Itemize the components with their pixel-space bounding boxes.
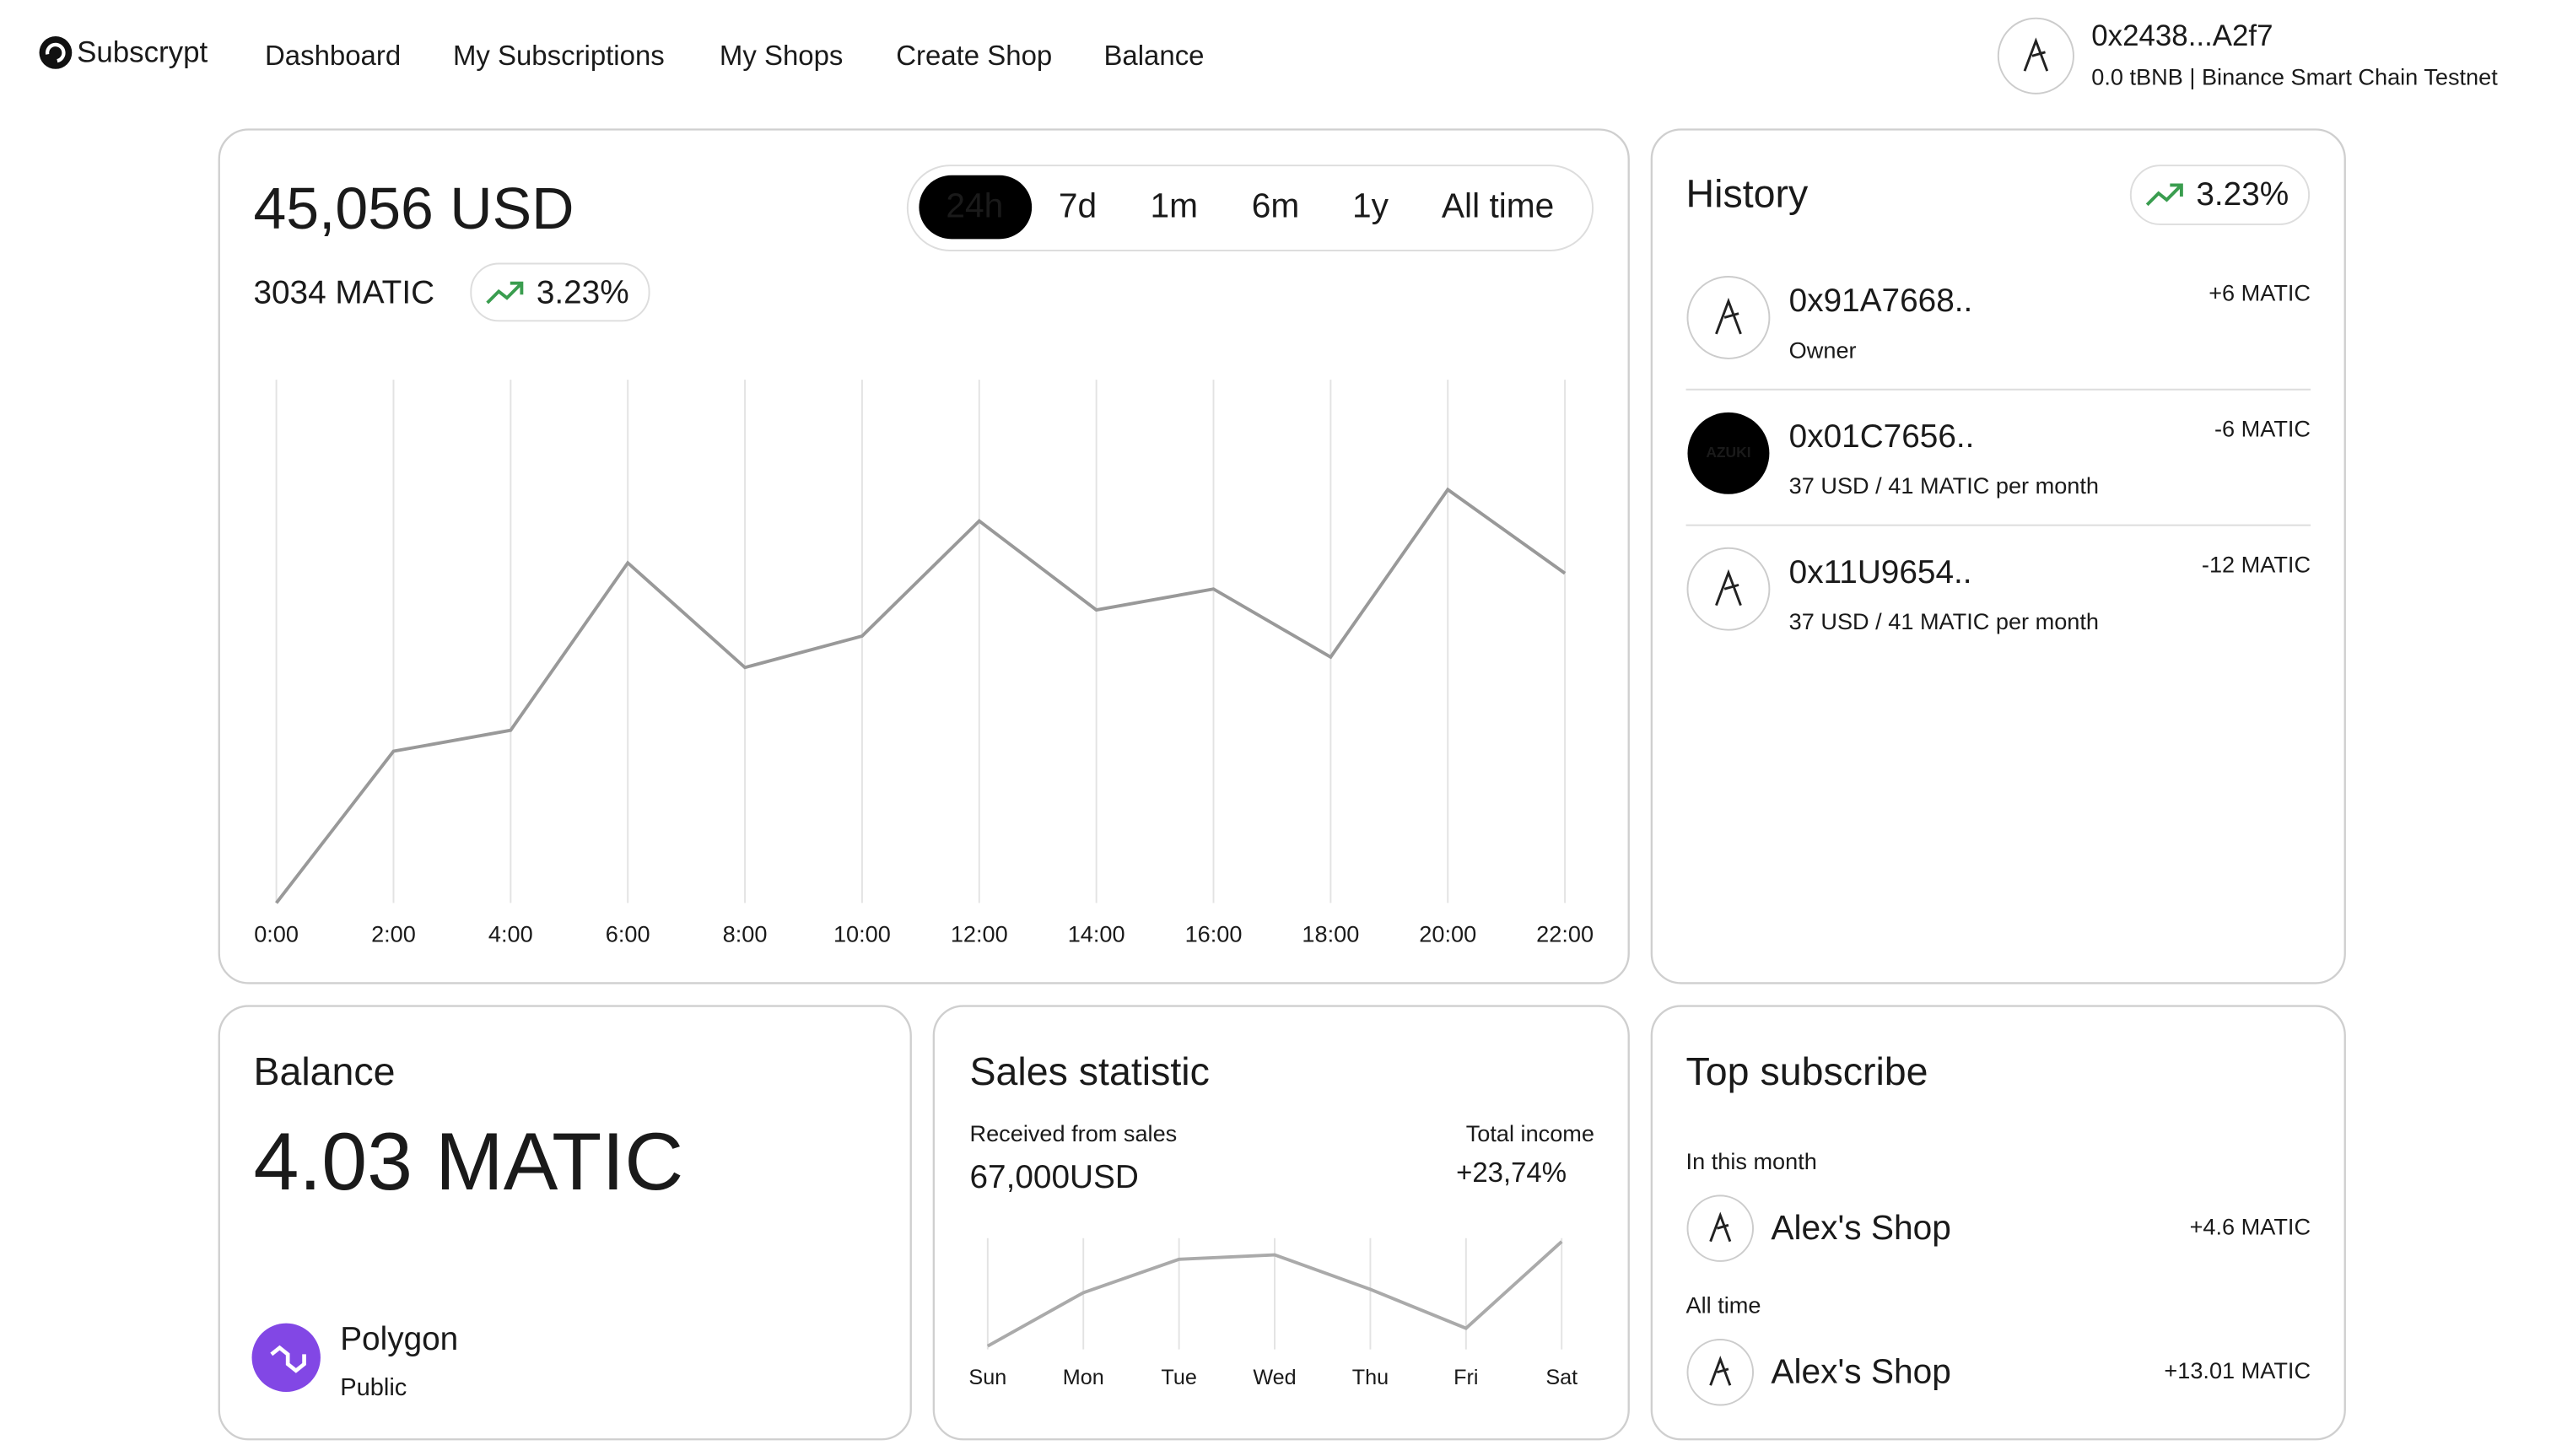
top-shop: Alex's Shop bbox=[1771, 1208, 1951, 1247]
history-amount: -12 MATIC bbox=[2202, 551, 2311, 577]
polygon-mark bbox=[270, 1345, 306, 1373]
x-tick-label: 8:00 bbox=[723, 920, 768, 946]
top-shop: Alex's Shop bbox=[1771, 1351, 1951, 1390]
sales-received-label: Received from sales bbox=[970, 1120, 1178, 1146]
top-label: In this month bbox=[1686, 1148, 1817, 1174]
change-pill bbox=[470, 262, 650, 322]
history-card bbox=[1650, 128, 2346, 984]
x-tick-label: 6:00 bbox=[606, 920, 650, 946]
range-option[interactable]: 6m bbox=[1252, 186, 1300, 224]
x-tick-label: Fri bbox=[1453, 1366, 1478, 1389]
history-change: 3.23% bbox=[2196, 176, 2289, 213]
line bbox=[275, 487, 1567, 904]
history-detail: 37 USD / 41 MATIC per month bbox=[1789, 472, 2099, 499]
top-amount: +13.01 MATIC bbox=[2164, 1357, 2311, 1383]
top-title: Top subscribe bbox=[1686, 1049, 1928, 1093]
x-tick-label: Wed bbox=[1253, 1366, 1296, 1389]
history-address: 0x91A7668.. bbox=[1789, 283, 1973, 319]
history-title: History bbox=[1686, 171, 1809, 215]
nav-link[interactable]: Create Shop bbox=[896, 40, 1052, 71]
history-amount: -6 MATIC bbox=[2214, 415, 2311, 441]
sales-income: +23,74% bbox=[1456, 1157, 1567, 1188]
range-option[interactable]: All time bbox=[1442, 186, 1554, 224]
x-tick-label: 0:00 bbox=[254, 920, 299, 946]
trend-icon bbox=[2145, 183, 2183, 207]
avatar bbox=[1687, 412, 1770, 494]
x-tick-label: 20:00 bbox=[1419, 920, 1476, 946]
line bbox=[986, 1240, 1563, 1348]
avatar-icon bbox=[1709, 1356, 1732, 1386]
avatar-icon bbox=[1709, 1211, 1732, 1243]
history-detail: 37 USD / 41 MATIC per month bbox=[1789, 608, 2099, 634]
balance-title: Balance bbox=[253, 1049, 395, 1093]
nav-link[interactable]: My Shops bbox=[720, 40, 843, 71]
sales-income-label: Total income bbox=[1466, 1120, 1594, 1146]
avatar-icon bbox=[2023, 37, 2049, 72]
x-tick-label: Sun bbox=[968, 1366, 1006, 1389]
x-tick-label: 14:00 bbox=[1068, 920, 1125, 946]
x-tick-label: 4:00 bbox=[488, 920, 533, 946]
history-address: 0x11U9654.. bbox=[1789, 554, 1972, 590]
nav-link[interactable]: Balance bbox=[1103, 40, 1204, 71]
balance-amount: 4.03 MATIC bbox=[253, 1115, 683, 1207]
wallet-address: 0x2438...A2f7 bbox=[2091, 19, 2273, 52]
x-tick-label: 16:00 bbox=[1185, 920, 1243, 946]
history-address: 0x01C7656.. bbox=[1789, 418, 1975, 455]
sales-card bbox=[932, 1005, 1630, 1441]
x-tick-label: 2:00 bbox=[371, 920, 416, 946]
x-tick-label: Sat bbox=[1545, 1366, 1578, 1389]
range-option[interactable]: 7d bbox=[1059, 186, 1097, 224]
logo-mark bbox=[45, 42, 66, 63]
brand: Subscrypt bbox=[77, 36, 208, 69]
matic: 3034 MATIC bbox=[253, 275, 434, 311]
nav-link[interactable]: Dashboard bbox=[265, 40, 401, 71]
sales-received: 67,000USD bbox=[970, 1159, 1139, 1195]
range-pill bbox=[906, 164, 1594, 251]
trend-icon bbox=[486, 281, 524, 305]
x-tick-label: 10:00 bbox=[833, 920, 891, 946]
range-option[interactable]: 1y bbox=[1352, 186, 1389, 224]
nav-link[interactable]: My Subscriptions bbox=[453, 40, 665, 71]
overview-card bbox=[218, 128, 1630, 984]
range-active bbox=[919, 175, 1033, 240]
balance-type: Public bbox=[340, 1374, 407, 1401]
wallet-network: 0.0 tBNB | Binance Smart Chain Testnet bbox=[2091, 64, 2498, 90]
x-tick-label: Tue bbox=[1161, 1366, 1196, 1389]
range-option[interactable]: 1m bbox=[1151, 186, 1199, 224]
balance-network: Polygon bbox=[340, 1321, 458, 1357]
balance-card bbox=[218, 1005, 912, 1441]
cards bbox=[218, 128, 2346, 1441]
range-option[interactable]: 24h bbox=[946, 186, 1003, 224]
avatar-icon bbox=[1715, 569, 1742, 607]
history-amount: +6 MATIC bbox=[2209, 279, 2311, 305]
x-tick-label: 18:00 bbox=[1302, 920, 1359, 946]
x-tick-label: 12:00 bbox=[951, 920, 1008, 946]
avatar-logo: AZUKI bbox=[1706, 444, 1750, 461]
history-detail: Owner bbox=[1789, 337, 1857, 363]
change: 3.23% bbox=[537, 275, 629, 311]
top-label: All time bbox=[1686, 1292, 1761, 1318]
avatar-icon bbox=[1715, 297, 1742, 335]
top-card bbox=[1650, 1005, 2346, 1441]
top-amount: +4.6 MATIC bbox=[2190, 1213, 2311, 1239]
logo bbox=[39, 36, 73, 69]
sales-title: Sales statistic bbox=[970, 1049, 1210, 1093]
x-tick-label: 22:00 bbox=[1536, 920, 1594, 946]
x-tick-label: Mon bbox=[1063, 1366, 1104, 1389]
change-pill bbox=[2129, 164, 2311, 225]
x-tick-label: Thu bbox=[1352, 1366, 1389, 1389]
total: 45,056 USD bbox=[253, 175, 574, 241]
